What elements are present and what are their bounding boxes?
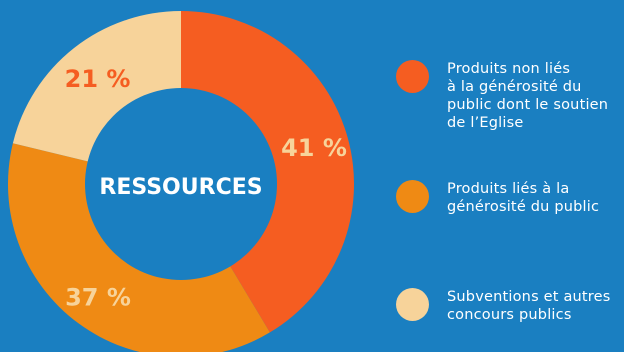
legend-label-0: Produits non liés à la générosité du pub… bbox=[447, 61, 609, 131]
legend-label-2: Subventions et autres concours publics bbox=[447, 289, 611, 323]
slice-value-label-2: 21 % bbox=[65, 65, 131, 93]
donut-chart: RESSOURCES 41 % 37 % 21 % bbox=[8, 11, 354, 352]
legend-swatch-0 bbox=[396, 60, 429, 93]
legend-swatch-2 bbox=[396, 288, 429, 321]
legend-item-2: Subventions et autres concours publics bbox=[396, 288, 624, 324]
center-label: RESSOURCES bbox=[99, 175, 262, 200]
legend-label-1: Produits liés à la générosité du public bbox=[447, 181, 600, 215]
legend-item-0: Produits non liés à la générosité du pub… bbox=[396, 60, 624, 132]
slice-value-label-0: 41 % bbox=[281, 134, 347, 162]
donut-hole bbox=[85, 88, 277, 280]
legend: Produits non liés à la générosité du pub… bbox=[396, 0, 624, 352]
legend-swatch-1 bbox=[396, 180, 429, 213]
slice-value-label-1: 37 % bbox=[65, 284, 131, 312]
legend-item-1: Produits liés à la générosité du public bbox=[396, 180, 624, 216]
